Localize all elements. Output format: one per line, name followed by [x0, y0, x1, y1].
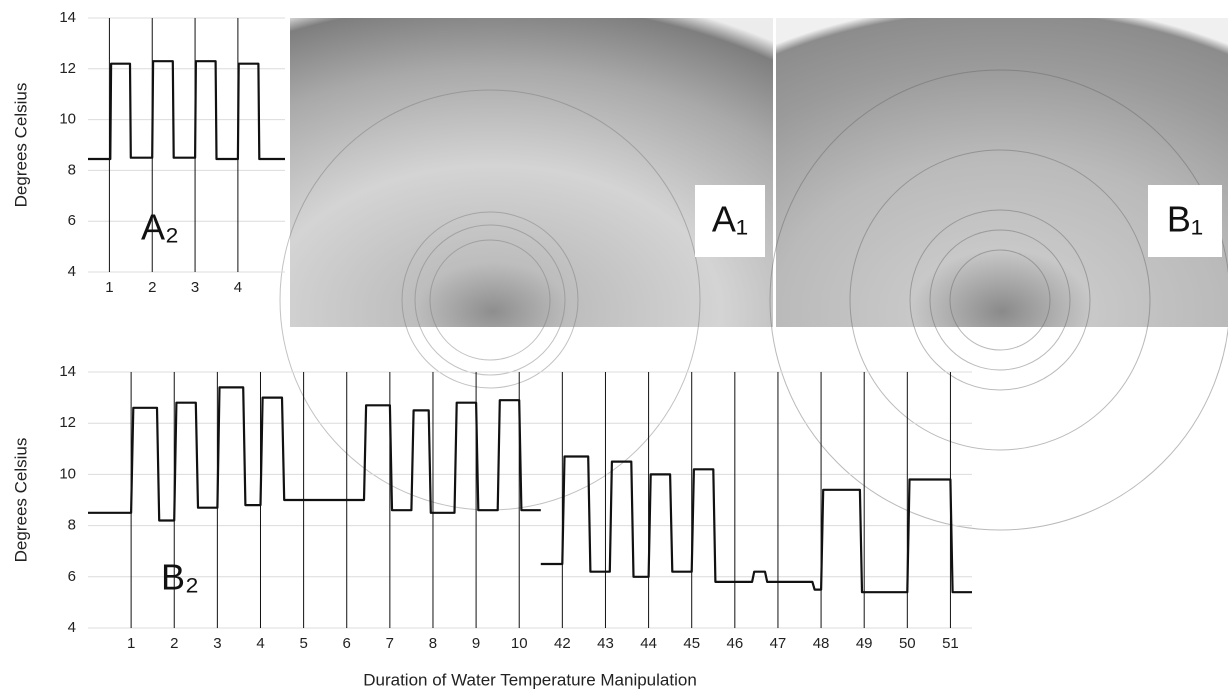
- y-axis-title: Degrees Celsius: [11, 83, 30, 208]
- x-tick-label: 49: [856, 635, 873, 652]
- x-axis-title: Duration of Water Temperature Manipulati…: [363, 670, 697, 689]
- x-tick-label: 4: [256, 635, 264, 652]
- y-axis-title: Degrees Celsius: [11, 438, 30, 563]
- x-tick-label: 1: [105, 279, 113, 296]
- x-tick-label: 7: [386, 635, 394, 652]
- y-tick-label: 14: [59, 9, 76, 26]
- x-tick-label: 3: [213, 635, 221, 652]
- image-a1: A₁: [279, 18, 773, 511]
- x-tick-label: 2: [148, 279, 156, 296]
- x-tick-label: 10: [511, 635, 528, 652]
- panel-label: B₂: [161, 557, 199, 598]
- y-tick-label: 4: [68, 263, 76, 280]
- x-tick-label: 48: [813, 635, 830, 652]
- y-tick-label: 8: [68, 517, 76, 534]
- y-tick-label: 8: [68, 161, 76, 178]
- y-tick-label: 6: [68, 568, 76, 585]
- y-tick-label: 6: [68, 212, 76, 229]
- x-tick-label: 3: [191, 279, 199, 296]
- x-tick-label: 44: [640, 635, 657, 652]
- x-tick-label: 9: [472, 635, 480, 652]
- image-label: B₁: [1167, 199, 1203, 240]
- y-tick-label: 4: [68, 619, 76, 636]
- micrograph: [290, 18, 773, 327]
- x-tick-label: 46: [726, 635, 743, 652]
- x-tick-label: 45: [683, 635, 700, 652]
- y-tick-label: 12: [59, 414, 76, 431]
- image-b1: B₁: [769, 18, 1228, 531]
- panel-label: A₂: [141, 207, 179, 248]
- x-tick-label: 42: [554, 635, 571, 652]
- x-tick-label: 43: [597, 635, 614, 652]
- x-tick-label: 1: [127, 635, 135, 652]
- x-tick-label: 6: [343, 635, 351, 652]
- x-tick-label: 5: [299, 635, 307, 652]
- temperature-line: [88, 386, 541, 522]
- x-tick-label: 50: [899, 635, 916, 652]
- label-box: [1148, 185, 1222, 257]
- temperature-line: [88, 60, 285, 161]
- temperature-line: [540, 455, 972, 594]
- y-tick-label: 12: [59, 60, 76, 77]
- y-tick-label: 10: [59, 111, 76, 128]
- x-tick-label: 51: [942, 635, 959, 652]
- image-label: A₁: [712, 199, 748, 240]
- x-tick-label: 4: [234, 279, 242, 296]
- x-tick-label: 8: [429, 635, 437, 652]
- y-tick-label: 14: [59, 363, 76, 380]
- x-tick-label: 2: [170, 635, 178, 652]
- y-tick-label: 10: [59, 465, 76, 482]
- micrograph: [776, 18, 1228, 327]
- x-tick-label: 47: [770, 635, 787, 652]
- label-box: [695, 185, 765, 257]
- growth-rings: [769, 69, 1228, 531]
